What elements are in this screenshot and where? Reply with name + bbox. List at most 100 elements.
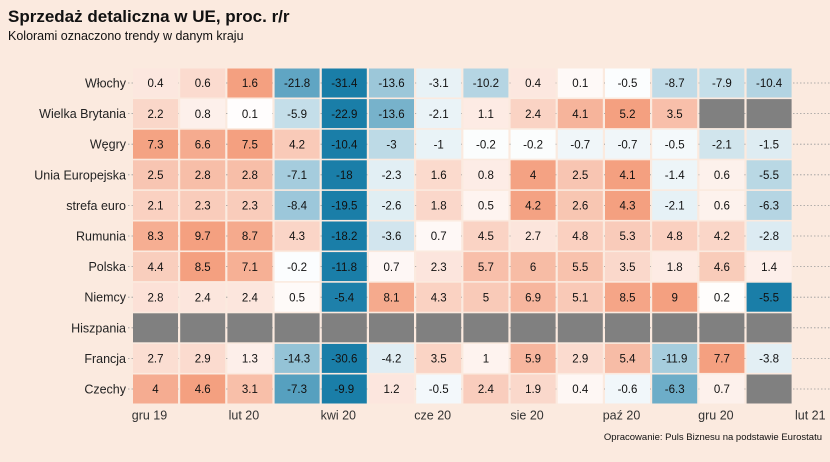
heatmap-cell xyxy=(274,68,320,98)
cell-value-label: 1.6 xyxy=(242,78,258,90)
heatmap-cell xyxy=(227,313,273,343)
heatmap-cell xyxy=(557,99,603,129)
row-label: Hiszpania xyxy=(71,321,126,335)
cell-value-label: 2.8 xyxy=(195,170,211,182)
cell-value-label: -2.1 xyxy=(665,201,685,213)
heatmap-cell xyxy=(463,129,509,159)
cell-value-label: 0.7 xyxy=(714,384,730,396)
cell-value-label: 4.2 xyxy=(289,139,305,151)
cell-value-label: 1.4 xyxy=(761,262,778,274)
heatmap-cell xyxy=(180,282,226,312)
heatmap-cell xyxy=(321,374,367,404)
cell-value-label: -2.1 xyxy=(429,109,449,121)
heatmap-cell xyxy=(463,282,509,312)
cell-value-label: 0.8 xyxy=(195,109,211,121)
cell-value-label: 0.2 xyxy=(714,292,730,304)
cell-value-label: -2.8 xyxy=(759,231,779,243)
heatmap-cell xyxy=(652,129,698,159)
heatmap-cell xyxy=(652,190,698,220)
heatmap-cell xyxy=(274,221,320,251)
row-label: Francja xyxy=(84,352,126,366)
cell-value-label: 2.8 xyxy=(148,292,164,304)
cell-value-label: -0.5 xyxy=(429,384,449,396)
cell-value-label: 2.9 xyxy=(572,354,588,366)
heatmap-cell xyxy=(369,190,414,220)
heatmap-cell xyxy=(369,252,414,282)
heatmap-cell xyxy=(416,313,462,343)
x-tick-label: paź 20 xyxy=(603,408,641,422)
cell-value-label: 2.6 xyxy=(572,201,588,213)
heatmap-cell xyxy=(227,374,273,404)
heatmap-cell xyxy=(463,221,509,251)
cell-value-label: 0.6 xyxy=(714,170,730,182)
heatmap-cell xyxy=(463,99,509,129)
heatmap-cell xyxy=(180,190,226,220)
row-label: Czechy xyxy=(84,383,126,397)
heatmap-cell xyxy=(746,99,792,129)
cell-value-label: 0.1 xyxy=(242,109,258,121)
cell-value-label: -1 xyxy=(434,139,444,151)
heatmap-cell xyxy=(557,374,603,404)
heatmap-cell xyxy=(699,221,745,251)
heatmap-cell xyxy=(510,282,556,312)
heatmap-cell xyxy=(369,129,414,159)
heatmap-cell xyxy=(227,282,273,312)
heatmap-cell xyxy=(321,282,367,312)
cell-value-label: 5.5 xyxy=(572,262,588,274)
heatmap-cell xyxy=(227,160,273,190)
heatmap-cell xyxy=(746,190,792,220)
heatmap-cell xyxy=(699,129,745,159)
cell-value-label: 0.4 xyxy=(525,78,542,90)
heatmap-cell xyxy=(463,343,509,373)
heatmap-cell xyxy=(746,374,792,404)
cell-value-label: -1.4 xyxy=(665,170,685,182)
cell-value-label: 2.3 xyxy=(431,262,447,274)
cell-value-label: 1.9 xyxy=(525,384,541,396)
heatmap-cell xyxy=(463,160,509,190)
cell-value-label: 4 xyxy=(152,384,159,396)
cell-value-label: 2.8 xyxy=(242,170,258,182)
cell-value-label: 1.8 xyxy=(431,201,447,213)
cell-value-label: 2.3 xyxy=(195,201,211,213)
cell-value-label: 4.3 xyxy=(289,231,305,243)
cell-value-label: 0.8 xyxy=(478,170,494,182)
cell-value-label: 6.6 xyxy=(195,139,211,151)
cell-value-label: 4.4 xyxy=(148,262,165,274)
heatmap-cell xyxy=(652,160,698,190)
cell-value-label: -5.5 xyxy=(759,292,779,304)
cell-value-label: 5.1 xyxy=(572,292,588,304)
cell-value-label: 1.8 xyxy=(667,262,683,274)
heatmap-cell xyxy=(510,99,556,129)
cell-value-label: 5.2 xyxy=(620,109,636,121)
cell-value-label: 1.6 xyxy=(431,170,447,182)
cell-value-label: -0.5 xyxy=(618,78,638,90)
heatmap-cell xyxy=(133,190,178,220)
heatmap-cell xyxy=(274,282,320,312)
heatmap-cell xyxy=(652,343,698,373)
heatmap-cell xyxy=(510,68,556,98)
cell-value-label: 8.7 xyxy=(242,231,258,243)
heatmap-cell xyxy=(321,221,367,251)
heatmap-cell xyxy=(227,252,273,282)
heatmap-cell xyxy=(510,190,556,220)
heatmap-cell xyxy=(133,282,178,312)
cell-value-label: 4.3 xyxy=(620,201,636,213)
x-tick-label: kwi 20 xyxy=(321,408,356,422)
heatmap-cell xyxy=(605,99,650,129)
heatmap-cell xyxy=(369,282,414,312)
cell-value-label: -19.5 xyxy=(331,201,357,213)
heatmap-cell xyxy=(416,68,462,98)
row-label: strefa euro xyxy=(66,199,126,213)
heatmap-cell xyxy=(227,99,273,129)
cell-value-label: -5.4 xyxy=(334,292,354,304)
heatmap-cell xyxy=(274,160,320,190)
cell-value-label: 7.5 xyxy=(242,139,258,151)
cell-value-label: 0.6 xyxy=(714,201,730,213)
row-label: Unia Europejska xyxy=(34,168,126,182)
heatmap-cell xyxy=(510,343,556,373)
cell-value-label: -22.9 xyxy=(331,109,357,121)
cell-value-label: 2.1 xyxy=(148,201,164,213)
cell-value-label: 4.5 xyxy=(478,231,494,243)
heatmap-cell xyxy=(463,190,509,220)
chart-caption: Opracowanie: Puls Biznesu na podstawie E… xyxy=(603,432,822,443)
